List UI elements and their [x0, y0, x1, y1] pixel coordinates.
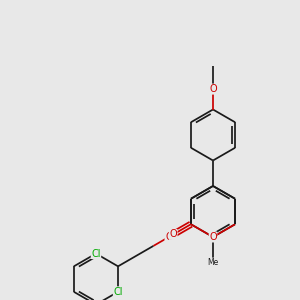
Text: Cl: Cl — [91, 249, 101, 259]
Text: Me: Me — [207, 258, 219, 267]
Text: Cl: Cl — [113, 287, 123, 297]
Text: O: O — [165, 232, 172, 242]
Text: O: O — [209, 84, 217, 94]
Text: O: O — [169, 230, 177, 239]
Text: O: O — [209, 232, 217, 242]
